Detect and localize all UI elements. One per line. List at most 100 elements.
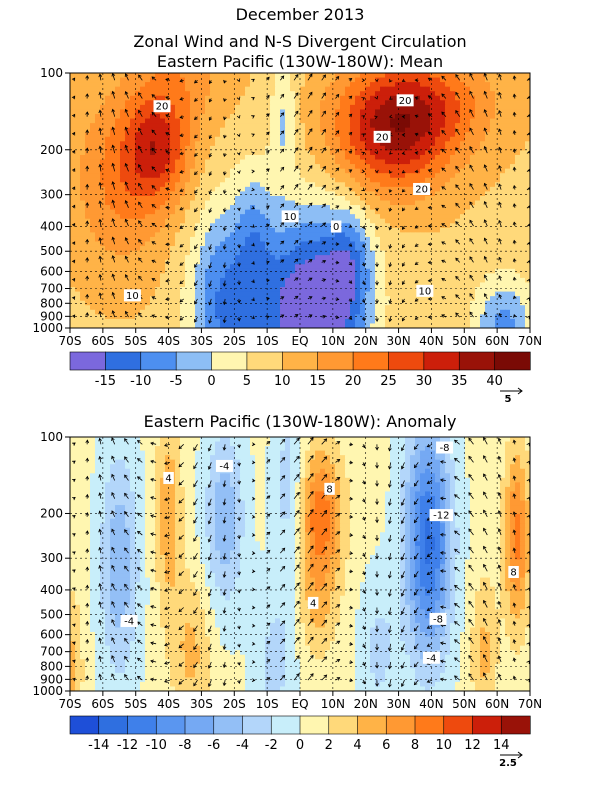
field-cell: [420, 177, 426, 183]
field-cell: [330, 255, 336, 261]
field-cell: [415, 250, 421, 256]
field-cell: [120, 168, 126, 174]
field-cell: [195, 223, 201, 229]
field-cell: [500, 159, 506, 165]
field-cell: [130, 164, 136, 170]
field-cell: [215, 205, 221, 211]
field-cell: [230, 164, 236, 170]
field-cell: [355, 132, 361, 138]
field-cell: [285, 287, 291, 293]
field-cell: [350, 287, 356, 293]
field-cell: [410, 282, 416, 288]
field-cell: [275, 227, 281, 233]
field-cell: [515, 209, 521, 215]
field-cell: [435, 268, 441, 274]
field-cell: [340, 127, 346, 133]
field-cell: [510, 191, 516, 197]
field-cell: [425, 305, 431, 311]
field-cell: [205, 214, 211, 220]
field-cell: [225, 255, 231, 261]
field-cell: [170, 136, 176, 142]
field-cell: [180, 277, 186, 284]
field-cell: [325, 255, 331, 261]
field-cell: [165, 182, 171, 188]
field-cell: [395, 250, 401, 256]
field-cell: [220, 150, 226, 156]
field-cell: [235, 177, 241, 183]
field-cell: [290, 86, 296, 92]
field-cell: [325, 73, 331, 79]
field-cell: [320, 305, 326, 311]
field-cell: [140, 232, 146, 238]
field-cell: [315, 173, 321, 179]
field-cell: [110, 259, 116, 265]
field-cell: [355, 218, 361, 224]
field-cell: [370, 173, 376, 179]
field-cell: [420, 300, 426, 306]
field-cell: [135, 223, 141, 229]
field-cell: [175, 259, 181, 265]
field-cell: [135, 182, 141, 188]
field-cell: [465, 232, 471, 238]
field-cell: [520, 232, 526, 238]
field-cell: [120, 91, 126, 97]
field-cell: [215, 296, 221, 302]
field-cell: [240, 132, 246, 138]
field-cell: [385, 164, 391, 170]
field-cell: [470, 159, 476, 165]
field-cell: [390, 305, 396, 311]
field-cell: [525, 173, 530, 179]
field-cell: [325, 223, 331, 229]
field-cell: [165, 168, 171, 174]
field-cell: [360, 173, 366, 179]
field-cell: [395, 145, 401, 152]
field-cell: [130, 136, 136, 142]
field-cell: [495, 104, 501, 111]
field-cell: [160, 250, 166, 256]
field-cell: [470, 127, 476, 133]
field-cell: [270, 186, 276, 192]
field-cell: [310, 314, 316, 320]
field-cell: [360, 191, 366, 197]
field-cell: [75, 236, 81, 243]
field-cell: [295, 227, 301, 233]
field-cell: [385, 205, 391, 211]
field-cell: [495, 177, 501, 183]
field-cell: [365, 264, 371, 270]
field-cell: [70, 300, 76, 306]
field-cell: [195, 214, 201, 220]
field-cell: [420, 227, 426, 233]
field-cell: [475, 296, 481, 302]
field-cell: [340, 250, 346, 256]
field-cell: [145, 168, 151, 174]
field-cell: [410, 154, 416, 161]
field-cell: [225, 109, 231, 115]
field-cell: [185, 86, 191, 92]
field-cell: [265, 136, 271, 142]
field-cell: [230, 287, 236, 293]
field-cell: [185, 82, 191, 88]
field-cell: [90, 232, 96, 238]
field-cell: [345, 246, 351, 252]
field-cell: [360, 182, 366, 188]
field-cell: [235, 218, 241, 224]
field-cell: [450, 104, 456, 111]
field-cell: [130, 300, 136, 306]
field-cell: [515, 113, 521, 120]
field-cell: [170, 113, 176, 120]
field-cell: [510, 227, 516, 233]
field-cell: [185, 255, 191, 261]
field-cell: [125, 195, 131, 202]
field-cell: [475, 205, 481, 211]
field-cell: [510, 73, 516, 79]
field-cell: [330, 305, 336, 311]
field-cell: [150, 246, 156, 252]
field-cell: [150, 223, 156, 229]
field-cell: [175, 150, 181, 156]
field-cell: [110, 77, 116, 83]
field-cell: [280, 86, 286, 92]
field-cell: [485, 314, 491, 320]
field-cell: [475, 77, 481, 83]
field-cell: [95, 250, 101, 256]
field-cell: [90, 77, 96, 83]
